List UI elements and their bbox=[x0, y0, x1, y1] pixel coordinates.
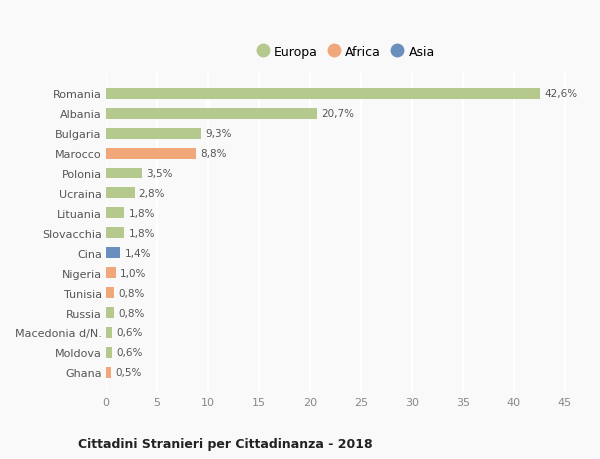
Text: 0,6%: 0,6% bbox=[116, 347, 143, 358]
Bar bbox=[106, 367, 111, 378]
Text: COMUNE DI APRICENA (FG) - Dati ISTAT al 1° gennaio 2018 - Elaborazione TUTTITALI: COMUNE DI APRICENA (FG) - Dati ISTAT al … bbox=[78, 458, 508, 459]
Bar bbox=[106, 287, 114, 298]
Text: 0,6%: 0,6% bbox=[116, 328, 143, 338]
Text: 9,3%: 9,3% bbox=[205, 129, 232, 139]
Text: Cittadini Stranieri per Cittadinanza - 2018: Cittadini Stranieri per Cittadinanza - 2… bbox=[78, 437, 373, 450]
Text: 0,8%: 0,8% bbox=[118, 308, 145, 318]
Text: 20,7%: 20,7% bbox=[321, 109, 354, 119]
Bar bbox=[106, 268, 116, 279]
Text: 1,0%: 1,0% bbox=[121, 268, 146, 278]
Text: 3,5%: 3,5% bbox=[146, 168, 172, 179]
Bar bbox=[106, 168, 142, 179]
Text: 1,8%: 1,8% bbox=[128, 228, 155, 238]
Text: 8,8%: 8,8% bbox=[200, 149, 226, 159]
Bar bbox=[106, 308, 114, 319]
Text: 1,8%: 1,8% bbox=[128, 208, 155, 218]
Bar bbox=[106, 248, 121, 259]
Text: 2,8%: 2,8% bbox=[139, 189, 165, 198]
Legend: Europa, Africa, Asia: Europa, Africa, Asia bbox=[253, 42, 439, 62]
Text: 0,8%: 0,8% bbox=[118, 288, 145, 298]
Bar bbox=[106, 327, 112, 338]
Bar bbox=[106, 208, 124, 219]
Bar bbox=[106, 108, 317, 119]
Bar bbox=[106, 148, 196, 159]
Bar bbox=[106, 188, 134, 199]
Bar bbox=[106, 228, 124, 239]
Bar bbox=[106, 347, 112, 358]
Text: 0,5%: 0,5% bbox=[115, 368, 142, 378]
Bar bbox=[106, 129, 201, 139]
Bar bbox=[106, 89, 540, 100]
Text: 42,6%: 42,6% bbox=[544, 89, 577, 99]
Text: 1,4%: 1,4% bbox=[124, 248, 151, 258]
